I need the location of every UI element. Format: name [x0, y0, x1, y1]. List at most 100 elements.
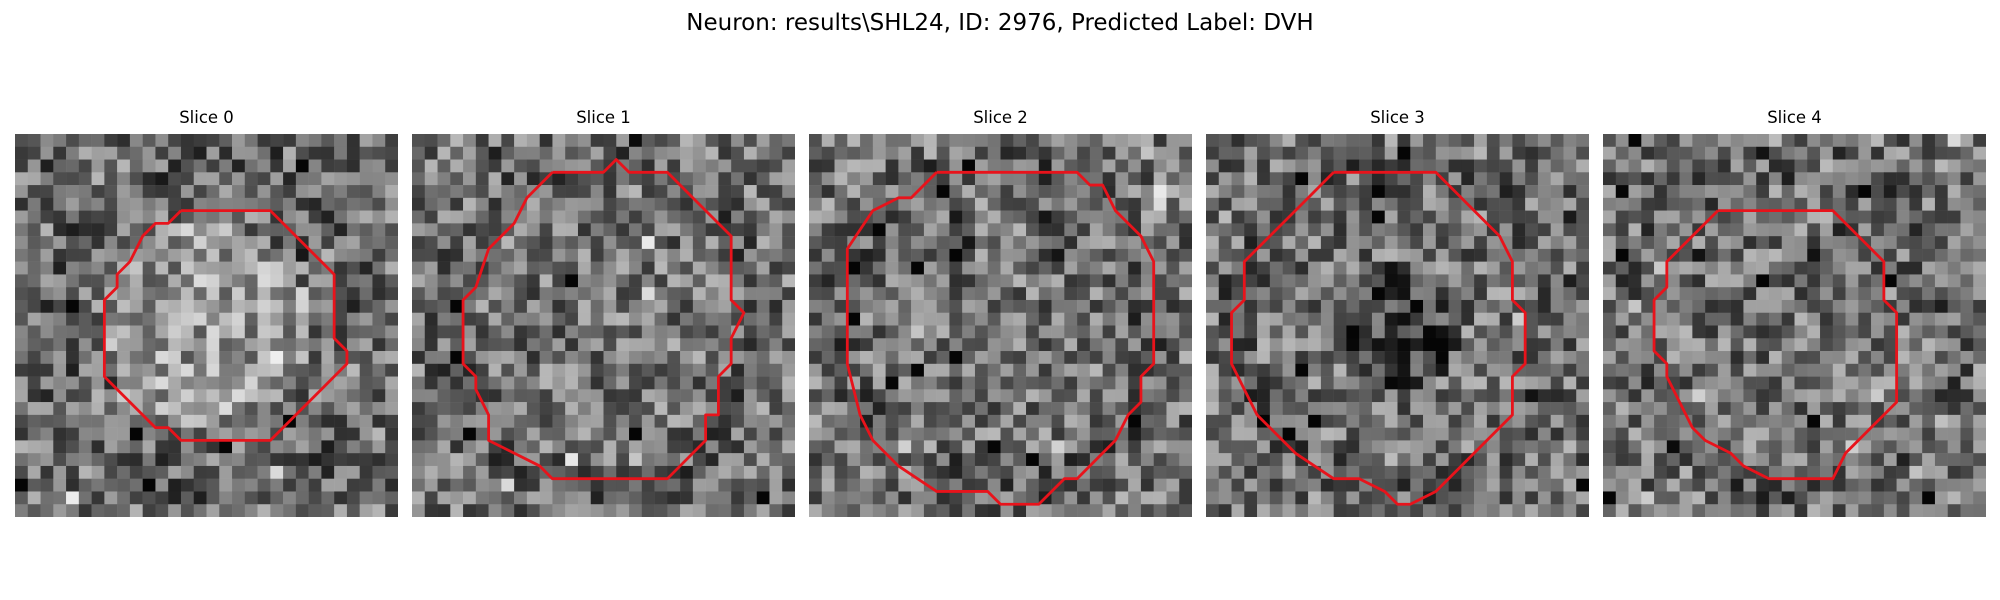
- slice-pixel: [847, 249, 860, 262]
- slice-pixel: [565, 274, 578, 287]
- slice-pixel: [1692, 491, 1705, 504]
- slice-pixel: [1090, 326, 1103, 339]
- slice-pixel: [1334, 172, 1347, 185]
- slice-pixel: [104, 364, 117, 377]
- slice-pixel: [1334, 160, 1347, 173]
- slice-pixel: [1283, 274, 1296, 287]
- slice-pixel: [207, 313, 220, 326]
- slice-pixel: [552, 147, 565, 160]
- slice-pixel: [1935, 466, 1948, 479]
- slice-pixel: [245, 338, 258, 351]
- slice-pixel: [540, 377, 553, 390]
- slice-pixel: [1206, 504, 1219, 517]
- slice-pixel: [1487, 185, 1500, 198]
- slice-pixel: [1039, 313, 1052, 326]
- slice-pixel: [1385, 249, 1398, 262]
- slice-pixel: [53, 172, 66, 185]
- slice-pixel: [1385, 198, 1398, 211]
- slice-pixel: [219, 389, 232, 402]
- slice-pixel: [321, 172, 334, 185]
- slice-pixel: [898, 402, 911, 415]
- slice-pixel: [372, 440, 385, 453]
- slice-pixel: [1858, 223, 1871, 236]
- slice-pixel: [975, 504, 988, 517]
- slice-pixel: [1935, 402, 1948, 415]
- slice-pixel: [1731, 428, 1744, 441]
- slice-pixel: [540, 300, 553, 313]
- slice-pixel: [514, 491, 527, 504]
- slice-pixel: [949, 389, 962, 402]
- slice-pixel: [769, 300, 782, 313]
- slice-pixel: [873, 453, 886, 466]
- slice-pixel: [1692, 415, 1705, 428]
- slice-pixel: [321, 211, 334, 224]
- slice-pixel: [873, 236, 886, 249]
- slice-pixel: [1219, 172, 1232, 185]
- slice-pixel: [1525, 172, 1538, 185]
- slice-pixel: [438, 377, 451, 390]
- slice-pixel: [642, 389, 655, 402]
- slice-pixel: [1833, 440, 1846, 453]
- slice-pixel: [655, 274, 668, 287]
- slice-pixel: [1001, 326, 1014, 339]
- slice-pixel: [1884, 160, 1897, 173]
- slice-pixel: [258, 453, 271, 466]
- slice-pixel: [962, 262, 975, 275]
- slice-pixel: [1001, 300, 1014, 313]
- slice-pixel: [1334, 287, 1347, 300]
- slice-pixel: [1718, 287, 1731, 300]
- slice-pixel: [321, 402, 334, 415]
- slice-pixel: [28, 491, 41, 504]
- slice-pixel: [693, 236, 706, 249]
- slice-pixel: [1705, 453, 1718, 466]
- slice-pixel: [1731, 326, 1744, 339]
- slice-pixel: [1410, 338, 1423, 351]
- slice-pixel: [79, 440, 92, 453]
- slice-pixel: [1846, 389, 1859, 402]
- slice-pixel: [1871, 274, 1884, 287]
- slice-pixel: [1512, 249, 1525, 262]
- slice-pixel: [1705, 134, 1718, 147]
- slice-pixel: [949, 236, 962, 249]
- slice-pixel: [334, 134, 347, 147]
- slice-pixel: [28, 389, 41, 402]
- slice-pixel: [1090, 428, 1103, 441]
- slice-pixel: [552, 440, 565, 453]
- slice-pixel: [270, 466, 283, 479]
- slice-pixel: [1026, 211, 1039, 224]
- slice-pixel: [1244, 338, 1257, 351]
- slice-pixel: [1576, 389, 1589, 402]
- slice-pixel: [347, 389, 360, 402]
- slice-pixel: [1935, 147, 1948, 160]
- slice-pixel: [258, 262, 271, 275]
- slice-pixel: [425, 223, 438, 236]
- slice-pixel: [1232, 466, 1245, 479]
- slice-pixel: [28, 274, 41, 287]
- slice-pixel: [1179, 377, 1192, 390]
- slice-pixel: [718, 479, 731, 492]
- slice-pixel: [309, 466, 322, 479]
- slice-pixel: [1960, 504, 1973, 517]
- slice-pixel: [1077, 364, 1090, 377]
- slice-pixel: [321, 223, 334, 236]
- slice-pixel: [591, 160, 604, 173]
- slice-pixel: [232, 313, 245, 326]
- slice-pixel: [168, 415, 181, 428]
- slice-pixel: [181, 504, 194, 517]
- slice-pixel: [718, 185, 731, 198]
- slice-pixel: [1909, 185, 1922, 198]
- slice-pixel: [655, 300, 668, 313]
- slice-pixel: [769, 428, 782, 441]
- slice-pixel: [1052, 326, 1065, 339]
- slice-pixel: [1346, 313, 1359, 326]
- slice-pixel: [476, 491, 489, 504]
- slice-pixel: [1731, 249, 1744, 262]
- slice-pixel: [1474, 313, 1487, 326]
- slice-pixel: [1321, 287, 1334, 300]
- slice-pixel: [1667, 211, 1680, 224]
- slice-pixel: [130, 491, 143, 504]
- slice-pixel: [270, 326, 283, 339]
- slice-pixel: [1359, 326, 1372, 339]
- slice-pixel: [1090, 236, 1103, 249]
- slice-pixel: [79, 313, 92, 326]
